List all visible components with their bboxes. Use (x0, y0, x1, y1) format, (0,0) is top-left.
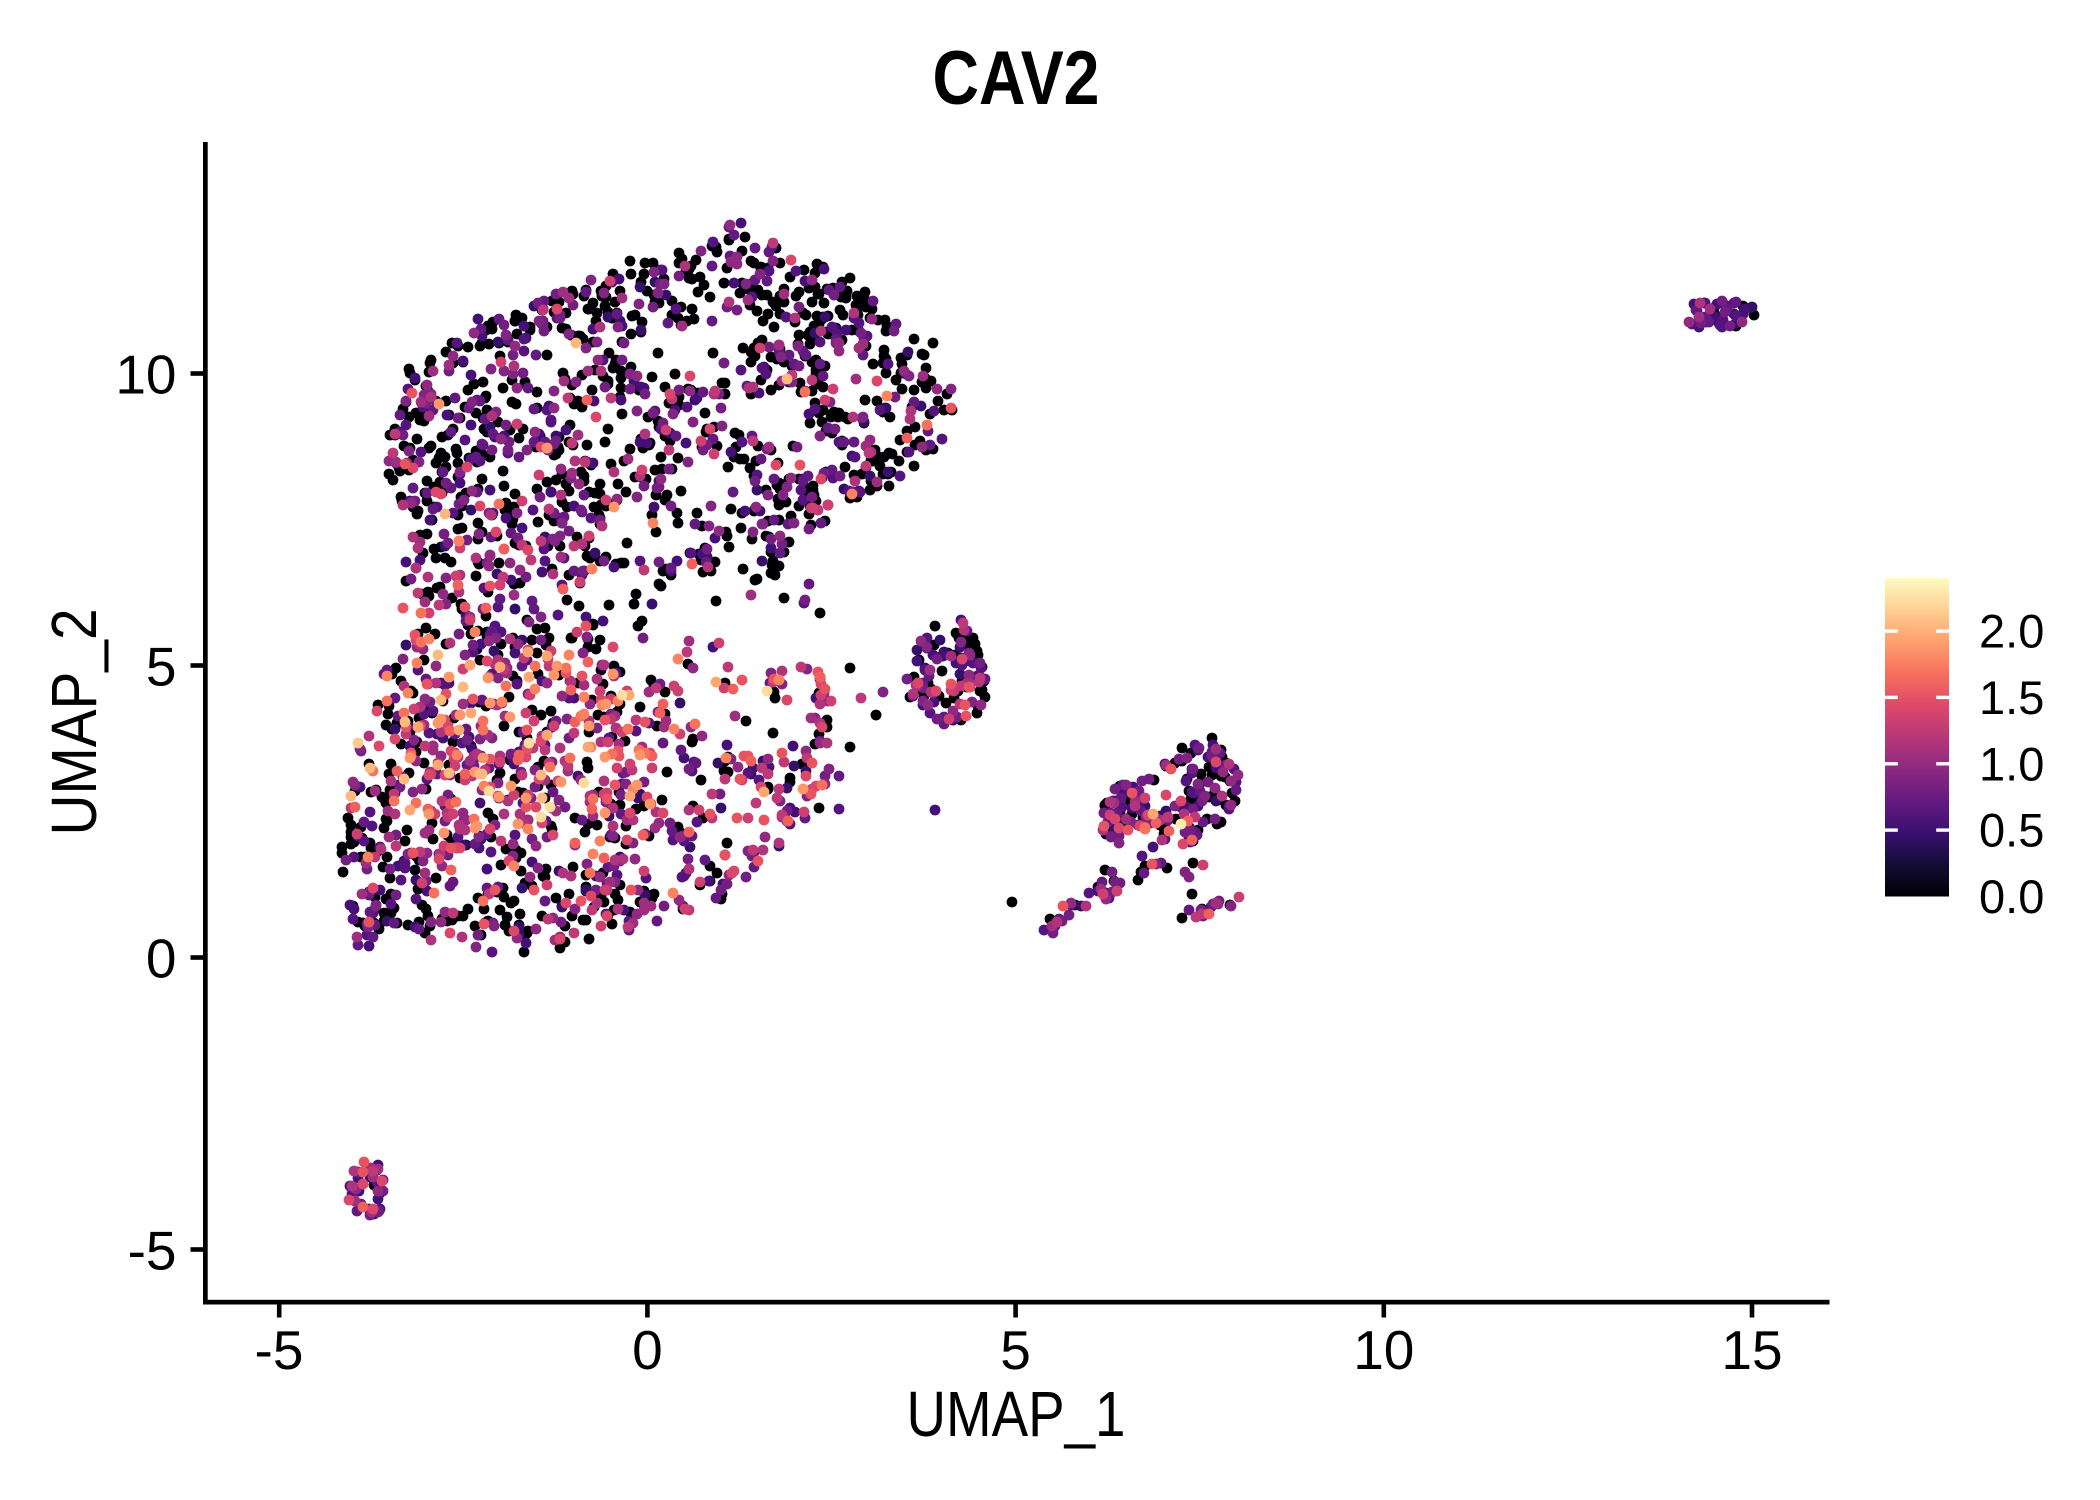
svg-text:0.0: 0.0 (1979, 870, 2044, 923)
svg-text:-5: -5 (128, 1219, 177, 1281)
svg-text:0: 0 (632, 1319, 663, 1381)
svg-text:15: 15 (1721, 1319, 1782, 1381)
svg-text:0.5: 0.5 (1979, 804, 2044, 857)
svg-text:1.0: 1.0 (1979, 737, 2044, 790)
svg-text:CAV2: CAV2 (933, 36, 1100, 121)
svg-text:-5: -5 (255, 1319, 304, 1381)
svg-text:1.5: 1.5 (1979, 671, 2044, 724)
svg-text:UMAP_1: UMAP_1 (907, 1378, 1126, 1450)
svg-text:5: 5 (1000, 1319, 1031, 1381)
svg-text:2.0: 2.0 (1979, 605, 2044, 658)
svg-text:5: 5 (146, 635, 177, 697)
svg-text:10: 10 (1353, 1319, 1414, 1381)
svg-text:0: 0 (146, 927, 177, 989)
svg-text:10: 10 (115, 343, 176, 405)
svg-text:UMAP_2: UMAP_2 (38, 609, 110, 836)
